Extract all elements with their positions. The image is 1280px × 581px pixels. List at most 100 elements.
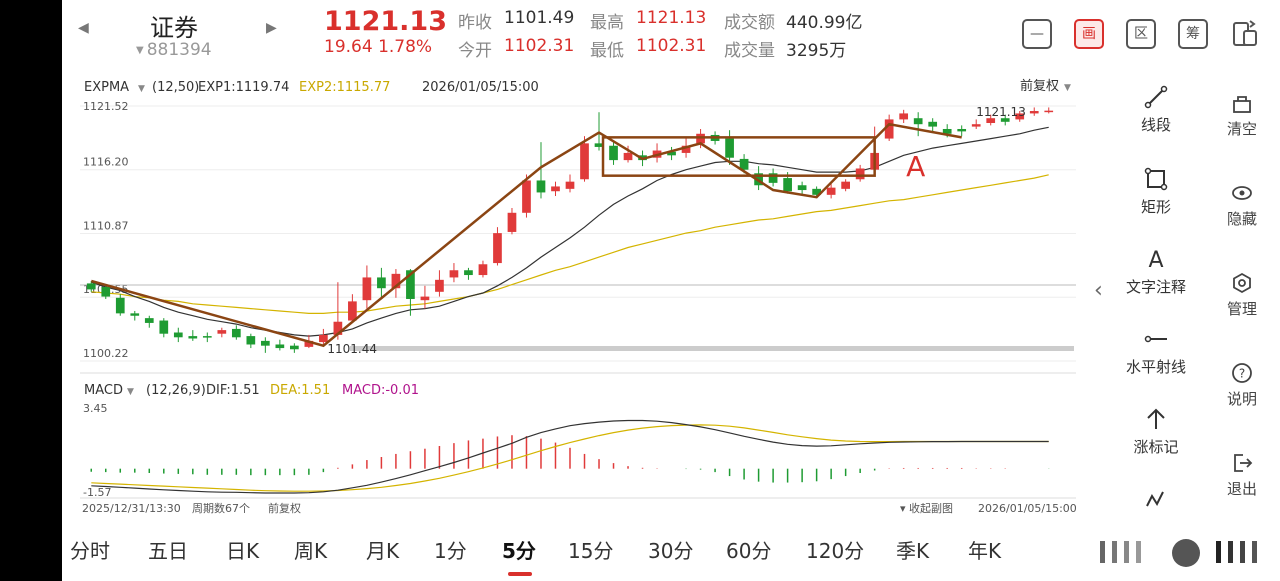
candle[interactable] [217,327,227,338]
tool-more-partial[interactable] [1102,486,1210,512]
candle[interactable] [971,119,981,129]
candle[interactable] [507,208,517,235]
candle[interactable] [173,327,183,343]
side-help[interactable]: ? 说明 [1212,362,1272,409]
side-trash[interactable]: 清空 [1212,92,1272,139]
candle[interactable] [913,112,923,137]
candle[interactable] [986,114,996,126]
candle[interactable] [565,174,575,193]
candle[interactable] [551,181,560,197]
trash-icon [1231,92,1253,114]
indicator-name[interactable]: EXPMA [84,80,129,95]
candle[interactable] [623,145,633,163]
candle[interactable] [449,263,459,283]
text-annotation[interactable]: A [906,150,925,183]
stock-code-selector[interactable]: ▼ 881394 [136,40,212,60]
candle[interactable] [1029,107,1039,116]
candle[interactable] [667,146,676,161]
candle[interactable] [115,294,125,316]
candle[interactable] [478,260,488,278]
candle[interactable] [855,164,865,182]
candle[interactable] [362,265,372,309]
candle[interactable] [435,270,444,297]
tab-5分[interactable]: 5分 [502,539,536,563]
candle[interactable] [928,118,938,132]
candle[interactable] [609,140,618,165]
tab-分时[interactable]: 分时 [70,539,110,563]
prev-stock-arrow-icon[interactable]: ◀ [78,20,89,36]
trend-line-segment[interactable] [90,122,962,348]
candle[interactable] [493,227,502,266]
candle[interactable] [522,174,531,218]
candle[interactable] [1044,107,1054,114]
tab-120分[interactable]: 120分 [806,539,865,563]
tab-30分[interactable]: 30分 [648,539,694,563]
tab-月K[interactable]: 月K [366,539,400,563]
candle[interactable] [333,282,343,340]
candle[interactable] [246,333,256,349]
tool-rise-mark[interactable]: 涨标记 [1102,406,1210,457]
tab-年K[interactable]: 年K [968,539,1002,563]
tab-周K[interactable]: 周K [294,539,328,563]
candle[interactable] [319,328,328,346]
side-exit[interactable]: 退出 [1212,452,1272,499]
candle[interactable] [841,179,850,192]
tool-line-segment[interactable]: 线段 [1102,84,1210,135]
range-rectangle[interactable] [601,136,876,177]
candle[interactable] [101,284,111,299]
kline-chart[interactable]: EXPMA ▼ (12,50)EXP1:1119.74 EXP2:1115.77 202… [80,70,1076,518]
bar-glyph [1100,541,1105,563]
candle[interactable] [86,281,96,292]
collapse-subchart-button[interactable]: ▾ 收起副图 [900,501,953,515]
candle[interactable] [884,114,894,141]
tool-rectangle[interactable]: 矩形 [1102,166,1210,217]
stock-code-text: 881394 [146,40,212,60]
tool-horizontal-ray[interactable]: 水平射线 [1102,326,1210,377]
tab-1分[interactable]: 1分 [434,539,467,563]
candle[interactable] [188,330,198,341]
tab-五日[interactable]: 五日 [148,539,188,563]
candle[interactable] [275,339,285,351]
side-settings[interactable]: 管理 [1212,272,1272,319]
minimize-button[interactable]: — [1022,19,1052,49]
candle[interactable] [231,325,241,340]
candle[interactable] [130,310,140,321]
candle[interactable] [536,142,546,199]
adjust-mode[interactable]: 前复权 [1020,78,1059,94]
candle[interactable] [725,130,734,165]
candle[interactable] [1000,114,1010,126]
tab-季K[interactable]: 季K [896,539,930,563]
candle[interactable] [391,269,401,298]
draw-mode-button[interactable]: 画 [1074,19,1104,49]
candle[interactable] [406,269,415,316]
candle[interactable] [797,181,807,195]
candle[interactable] [580,136,589,182]
candle[interactable] [899,109,909,123]
candle[interactable] [377,267,386,299]
candle[interactable] [290,343,299,353]
chip-button[interactable]: 筹 [1178,19,1208,49]
tab-60分[interactable]: 60分 [726,539,772,563]
user-drawings[interactable]: A [90,122,962,348]
indicator-name[interactable]: MACD [84,383,123,398]
tab-15分[interactable]: 15分 [568,539,614,563]
candle[interactable] [159,318,169,338]
candle[interactable] [768,168,778,187]
candle[interactable] [202,332,212,343]
side-eye[interactable]: 隐藏 [1212,182,1272,229]
candle[interactable] [348,294,357,323]
candle[interactable] [420,285,430,309]
next-stock-arrow-icon[interactable]: ▶ [266,20,277,36]
tab-日K[interactable]: 日K [226,539,260,563]
collapse-toolbar-arrow-icon[interactable]: ‹ [1094,278,1103,303]
candle[interactable] [144,315,154,328]
candle[interactable] [957,125,967,137]
candle[interactable] [1015,111,1025,122]
range-button[interactable]: 区 [1126,19,1156,49]
candle[interactable] [260,337,270,353]
candle[interactable] [464,267,473,280]
more-periods-icon[interactable] [1086,533,1276,573]
switch-device-icon[interactable] [1230,19,1260,49]
candle[interactable] [826,184,836,199]
tool-text-annotation[interactable]: A 文字注释 [1102,246,1210,297]
